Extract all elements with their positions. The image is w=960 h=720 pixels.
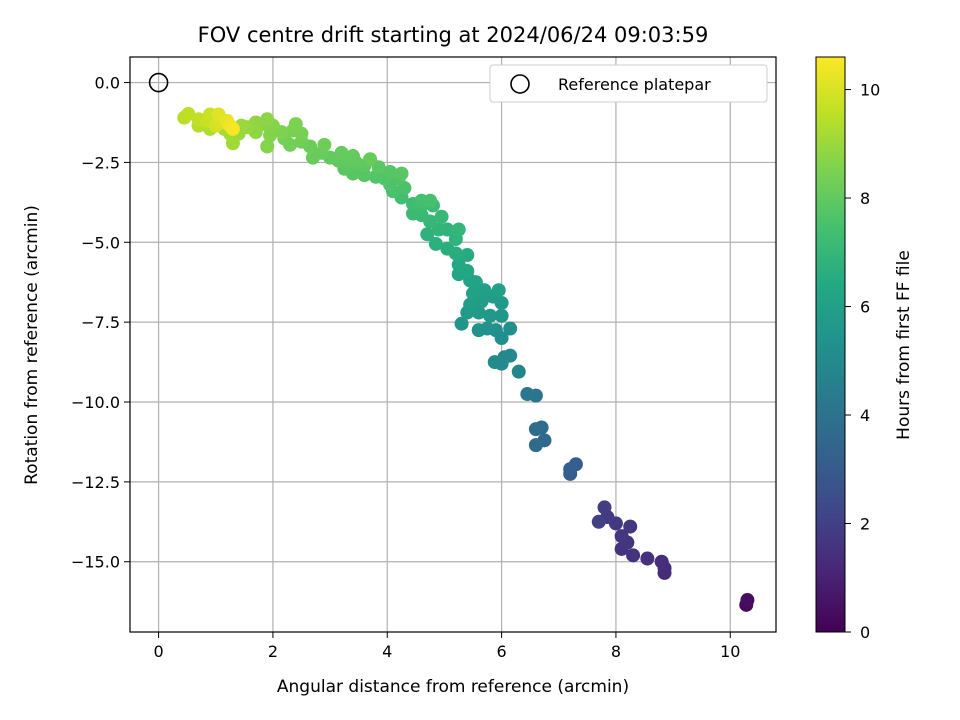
data-point: [225, 121, 240, 136]
colorbar-tick-label: 4: [860, 406, 870, 425]
colorbar-tick-label: 8: [860, 189, 870, 208]
data-point: [260, 139, 275, 154]
data-point: [654, 554, 669, 569]
data-point: [363, 152, 378, 167]
data-point: [345, 149, 360, 164]
y-axis-title: Rotation from reference (arcmin): [22, 205, 42, 485]
data-point: [317, 137, 332, 152]
data-point: [428, 236, 443, 251]
data-point: [423, 193, 438, 208]
data-point: [511, 364, 526, 379]
y-tick-label: −12.5: [71, 473, 120, 492]
data-point: [623, 519, 638, 534]
data-point: [181, 106, 196, 121]
data-point: [471, 323, 486, 338]
data-point: [466, 286, 481, 301]
legend-label: Reference platepar: [558, 75, 711, 94]
data-point: [460, 248, 475, 263]
chart-title: FOV centre drift starting at 2024/06/24 …: [198, 23, 709, 47]
colorbar-tick-label: 2: [860, 515, 870, 534]
y-tick-label: −5.0: [81, 233, 120, 252]
y-tick-label: −15.0: [71, 553, 120, 572]
colorbar-tick-label: 0: [860, 623, 870, 642]
colorbar: 0 2 4 6 8 10 Hours from first FF file: [815, 56, 914, 642]
data-point: [528, 422, 543, 437]
data-point: [454, 316, 469, 331]
data-point: [451, 257, 466, 272]
data-point: [305, 150, 320, 165]
data-point: [420, 227, 435, 242]
data-point: [491, 283, 506, 298]
x-tick-label: 4: [382, 642, 392, 661]
data-point: [640, 551, 655, 566]
data-point: [487, 355, 502, 370]
plot-frame: [129, 56, 777, 633]
reference-platepar-marker: [148, 72, 169, 93]
data-point: [740, 593, 755, 608]
data-point: [597, 500, 612, 515]
data-point: [520, 387, 535, 402]
x-tick-label: 2: [268, 642, 278, 661]
data-point: [563, 462, 578, 477]
data-point: [494, 308, 509, 323]
x-tick-label: 8: [611, 642, 621, 661]
colorbar-title: Hours from first FF file: [894, 250, 914, 440]
data-point: [528, 438, 543, 453]
data-point: [451, 222, 466, 237]
x-axis-ticks: 0 2 4 6 8 10: [153, 632, 740, 661]
data-point: [626, 548, 641, 563]
y-tick-label: 0.0: [95, 74, 120, 93]
data-point: [288, 117, 303, 132]
y-tick-label: −2.5: [81, 153, 120, 172]
legend-marker-icon: [510, 74, 530, 94]
data-point: [394, 166, 409, 181]
x-tick-label: 10: [720, 642, 740, 661]
colorbar-gradient: [815, 56, 846, 633]
data-point: [434, 209, 449, 224]
data-point: [440, 241, 455, 256]
data-point: [260, 112, 275, 127]
colorbar-tick-label: 10: [860, 81, 880, 100]
data-point: [383, 165, 398, 179]
x-axis-title: Angular distance from reference (arcmin): [277, 677, 629, 697]
colorbar-tick-label: 6: [860, 298, 870, 317]
colorbar-ticks: 0 2 4 6 8 10: [845, 81, 880, 642]
data-point: [591, 514, 606, 529]
y-tick-label: −10.0: [71, 393, 120, 412]
data-point: [614, 529, 629, 544]
data-point: [503, 321, 518, 336]
data-point: [483, 308, 498, 323]
data-points: [177, 106, 755, 612]
data-point: [334, 145, 349, 160]
y-axis-ticks: 0.0 −2.5 −5.0 −7.5 −10.0 −12.5 −15.0: [71, 74, 130, 572]
legend-box: [489, 64, 768, 103]
x-tick-label: 0: [153, 642, 163, 661]
x-tick-label: 6: [496, 642, 506, 661]
legend: Reference platepar: [489, 64, 768, 103]
y-tick-label: −7.5: [81, 313, 120, 332]
data-point: [463, 297, 478, 312]
